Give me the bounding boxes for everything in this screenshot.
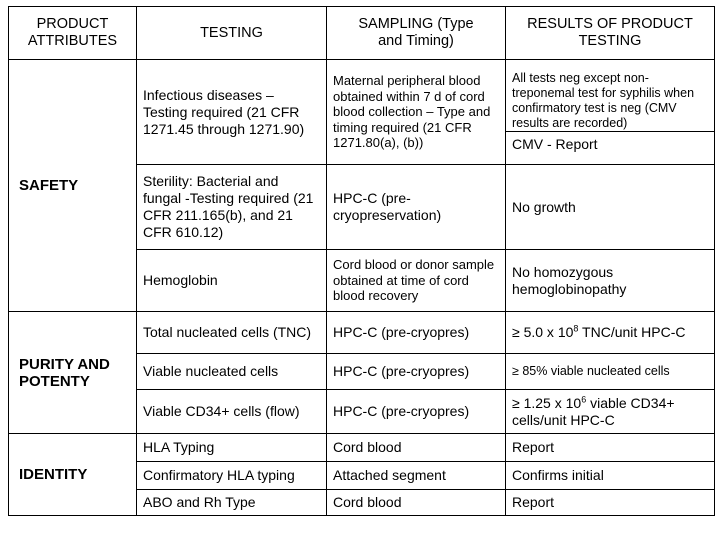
cell-sampling-tnc: HPC-C (pre-cryopres) <box>326 311 506 354</box>
cell-sampling-infectious: Maternal peripheral blood obtained withi… <box>326 59 506 165</box>
cell-results-hla: Report <box>505 433 715 462</box>
cell-testing-abo: ABO and Rh Type <box>136 489 327 516</box>
results-cd34-suffix: viable CD34+ cells/unit HPC-C <box>512 394 675 428</box>
cell-results-abo: Report <box>505 489 715 516</box>
table-row-confirmatory-hla: Confirmatory HLA typing Attached segment… <box>9 461 715 490</box>
header-testing: TESTING <box>136 6 327 60</box>
table-row-sterility: Sterility: Bacterial and fungal -Testing… <box>9 164 715 250</box>
results-cd34-exponent: 6 <box>581 393 587 404</box>
table-row-viable: Viable nucleated cells HPC-C (pre-cryopr… <box>9 353 715 390</box>
table-row-abo: ABO and Rh Type Cord blood Report <box>9 489 715 516</box>
table-row-cd34: Viable CD34+ cells (flow) HPC-C (pre-cry… <box>9 389 715 434</box>
cell-testing-infectious: Infectious diseases – Testing required (… <box>136 59 327 165</box>
cell-sampling-hla: Cord blood <box>326 433 506 462</box>
table-row-tnc: PURITY AND POTENTY Total nucleated cells… <box>8 311 715 434</box>
cell-sampling-abo: Cord blood <box>326 489 506 516</box>
cell-testing-hla: HLA Typing <box>136 433 327 462</box>
cell-testing-sterility: Sterility: Bacterial and fungal -Testing… <box>136 164 327 250</box>
category-purity-potency: PURITY AND POTENTY <box>8 311 137 434</box>
cell-results-cd34: ≥ 1.25 x 106 viable CD34+ cells/unit HPC… <box>505 389 715 434</box>
header-row: PRODUCT ATTRIBUTES TESTING SAMPLING (Typ… <box>8 6 715 60</box>
cell-sampling-viable: HPC-C (pre-cryopres) <box>326 353 506 390</box>
cell-sampling-cd34: HPC-C (pre-cryopres) <box>326 389 506 434</box>
results-infectious-cmv: CMV - Report <box>512 135 598 152</box>
results-tnc-exponent: 8 <box>573 323 579 334</box>
results-infectious-criteria: All tests neg except non-treponemal test… <box>506 69 714 132</box>
cell-results-infectious: All tests neg except non-treponemal test… <box>505 59 715 165</box>
cell-results-hemoglobin: No homozygous hemoglobinopathy <box>505 249 715 312</box>
cell-results-sterility: No growth <box>505 164 715 250</box>
table-row-hemoglobin: Hemoglobin Cord blood or donor sample ob… <box>9 249 715 312</box>
cell-testing-hemoglobin: Hemoglobin <box>136 249 327 312</box>
cell-testing-viable: Viable nucleated cells <box>136 353 327 390</box>
header-results: RESULTS OF PRODUCT TESTING <box>505 6 715 60</box>
category-safety: SAFETY <box>8 59 137 312</box>
table-row-hla: IDENTITY HLA Typing Cord blood Report <box>8 433 715 516</box>
cell-sampling-sterility: HPC-C (pre-cryopreservation) <box>326 164 506 250</box>
header-product-attributes: PRODUCT ATTRIBUTES <box>8 6 137 60</box>
cell-results-viable: ≥ 85% viable nucleated cells <box>505 353 715 390</box>
cell-testing-confirmatory-hla: Confirmatory HLA typing <box>136 461 327 490</box>
table-row-infectious: SAFETY Infectious diseases – Testing req… <box>8 59 715 312</box>
product-testing-table: PRODUCT ATTRIBUTES TESTING SAMPLING (Typ… <box>8 6 715 516</box>
cell-sampling-confirmatory-hla: Attached segment <box>326 461 506 490</box>
cell-results-confirmatory-hla: Confirms initial <box>505 461 715 490</box>
cell-testing-tnc: Total nucleated cells (TNC) <box>136 311 327 354</box>
cell-sampling-hemoglobin: Cord blood or donor sample obtained at t… <box>326 249 506 312</box>
results-cd34-prefix: ≥ 1.25 x 10 <box>512 394 582 411</box>
results-tnc-suffix: TNC/unit HPC-C <box>578 324 686 340</box>
cell-testing-cd34: Viable CD34+ cells (flow) <box>136 389 327 434</box>
category-identity: IDENTITY <box>8 433 137 516</box>
results-tnc-prefix: ≥ 5.0 x 10 <box>512 324 574 340</box>
header-sampling: SAMPLING (Type and Timing) <box>326 6 506 60</box>
cell-results-tnc: ≥ 5.0 x 108 TNC/unit HPC-C <box>505 311 715 354</box>
